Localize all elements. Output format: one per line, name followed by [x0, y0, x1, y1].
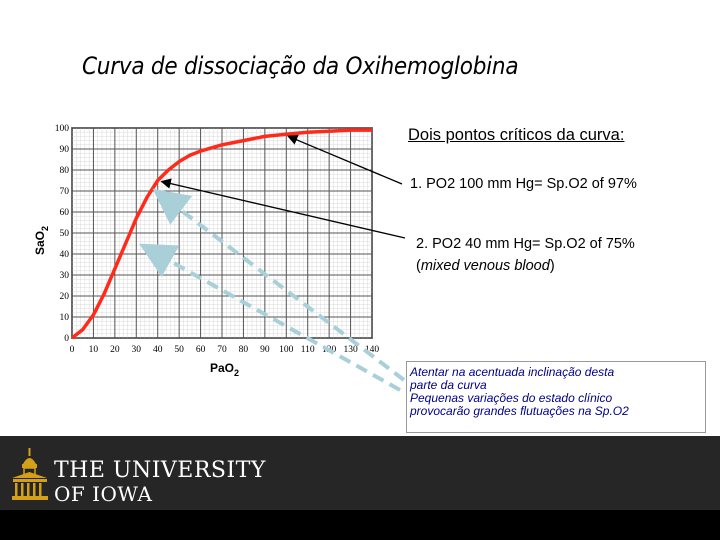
x-tick-label: 60: [196, 345, 206, 355]
warning-box: Atentar na acentuada inclinação desta pa…: [406, 361, 706, 433]
y-tick-label: 90: [60, 145, 70, 155]
warning-line: parte da curva: [410, 378, 487, 392]
y-tick-label: 80: [60, 166, 70, 176]
x-tick-label: 70: [217, 345, 227, 355]
x-tick-label: 90: [260, 345, 270, 355]
arrow-steep-lower: [139, 243, 401, 392]
x-tick-label: 0: [70, 345, 75, 355]
x-axis-label: PaO2: [210, 361, 239, 378]
y-tick-label: 40: [60, 250, 70, 260]
arrow-point-1: [287, 135, 403, 185]
x-tick-label: 30: [132, 345, 142, 355]
x-tick-label: 10: [89, 345, 99, 355]
y-axis-label-main: SaO: [33, 231, 47, 255]
chart-ticks: 0102030405060708090100110120130140010203…: [55, 124, 380, 355]
university-name-line1: THE UNIVERSITY: [54, 458, 266, 483]
x-axis-label-main: PaO: [210, 361, 234, 375]
warning-line: Pequenas variações do estado clínico: [410, 391, 613, 405]
y-tick-label: 70: [60, 187, 70, 197]
y-tick-label: 20: [60, 292, 70, 302]
old-capitol-logo-icon: [12, 448, 48, 500]
y-tick-label: 50: [60, 229, 70, 239]
y-tick-label: 0: [64, 334, 69, 344]
annotation-arrows: [139, 135, 406, 392]
x-tick-label: 130: [343, 345, 358, 355]
critical-point-1: 1. PO2 100 mm Hg= Sp.O2 of 97%: [410, 176, 637, 192]
arrow-steep-upper: [152, 188, 406, 382]
footer-band: [0, 510, 720, 540]
chart-grid: [71, 127, 373, 339]
y-tick-label: 60: [60, 208, 70, 218]
x-tick-label: 140: [365, 345, 380, 355]
x-tick-label: 40: [153, 345, 163, 355]
y-axis-label-sub: 2: [40, 226, 50, 231]
warning-line: Atentar na acentuada inclinação desta: [410, 365, 615, 379]
warning-line: provocarão grandes flutuações na Sp.O2: [410, 404, 629, 418]
curve-layer: [70, 128, 372, 340]
critical-point-2: 2. PO2 40 mm Hg= Sp.O2 of 75%: [416, 236, 635, 252]
x-tick-label: 80: [239, 345, 249, 355]
y-tick-label: 10: [60, 313, 70, 323]
arrow-point-2: [160, 178, 406, 239]
x-tick-label: 20: [110, 345, 120, 355]
slide-title: Curva de dissociação da Oxihemoglobina: [82, 52, 519, 80]
dissociation-chart: 0102030405060708090100110120130140010203…: [33, 124, 406, 392]
x-tick-label: 110: [301, 345, 315, 355]
critical-point-2-note: (mixed venous blood): [416, 258, 555, 274]
y-tick-label: 100: [55, 124, 70, 134]
x-tick-label: 50: [174, 345, 184, 355]
university-name-line2: OF IOWA: [54, 482, 153, 506]
mixed-venous-note: mixed venous blood: [420, 258, 550, 274]
critical-points-heading: Dois pontos críticos da curva:: [408, 126, 625, 144]
axis-labels: PaO2 SaO2: [33, 226, 239, 378]
y-tick-label: 30: [60, 271, 70, 281]
dissociation-curve: [70, 128, 372, 340]
y-axis-label: SaO2: [33, 226, 50, 255]
x-tick-label: 100: [279, 345, 294, 355]
x-axis-label-sub: 2: [234, 368, 239, 378]
